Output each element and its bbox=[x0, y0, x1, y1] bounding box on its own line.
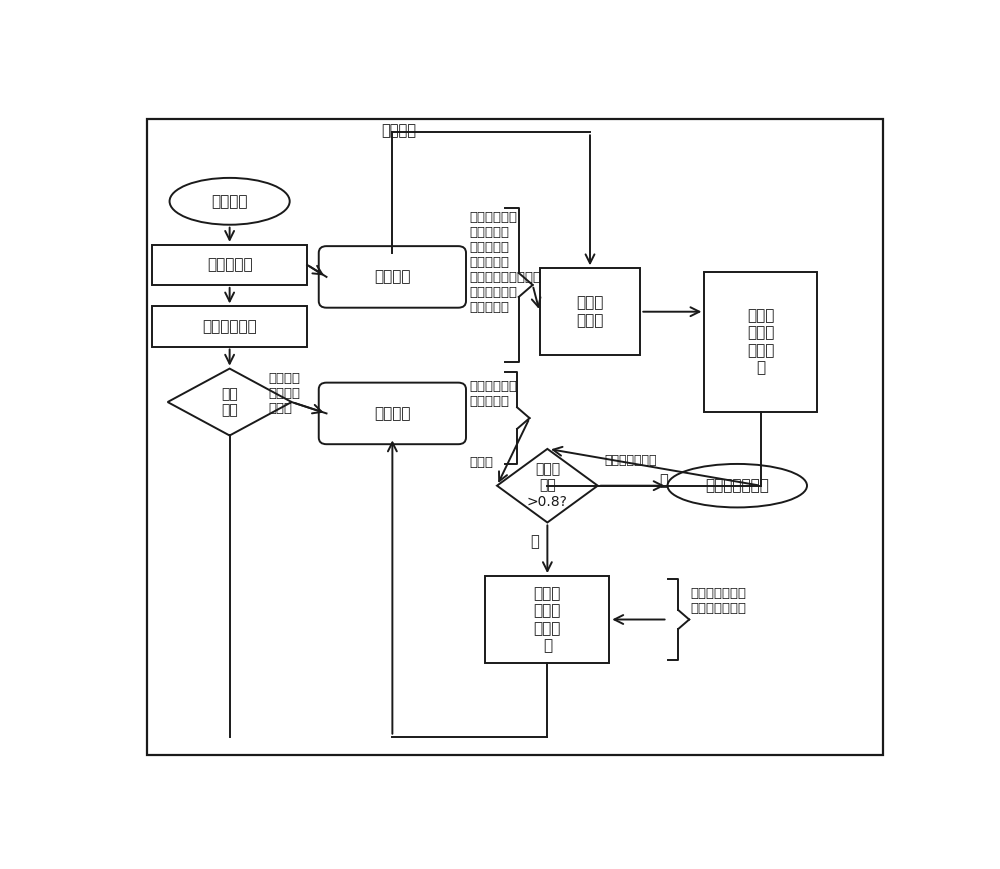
Text: 软测量校
正后调节
级压力: 软测量校 正后调节 级压力 bbox=[268, 372, 300, 415]
Text: 计算主蒸汽流量: 计算主蒸汽流量 bbox=[705, 478, 769, 494]
Text: 网络交换机: 网络交换机 bbox=[207, 257, 252, 272]
Text: 相关性
系数
>0.8?: 相关性 系数 >0.8? bbox=[527, 462, 568, 509]
Text: 凝结水流量；
给水流量；
喷水流量；
漏汽流量；
高加回热系统参数；
调节级压力；
级后温度；: 凝结水流量； 给水流量； 喷水流量； 漏汽流量； 高加回热系统参数； 调节级压力… bbox=[470, 211, 542, 315]
FancyBboxPatch shape bbox=[319, 246, 466, 308]
Text: 调节级
压力软
测量模
块: 调节级 压力软 测量模 块 bbox=[534, 586, 561, 653]
Text: 调节级压力；
级后温度；: 调节级压力； 级后温度； bbox=[470, 380, 518, 408]
Ellipse shape bbox=[668, 464, 807, 507]
Text: 各抽汽级压力；
调节级正常压力: 各抽汽级压力； 调节级正常压力 bbox=[691, 587, 747, 614]
Text: 实时数据: 实时数据 bbox=[374, 406, 411, 421]
Text: 负荷；: 负荷； bbox=[470, 455, 494, 468]
Text: 弗留格
尔流量
计算模
块: 弗留格 尔流量 计算模 块 bbox=[747, 308, 774, 375]
Text: 计算主蒸汽流量: 计算主蒸汽流量 bbox=[604, 454, 656, 467]
Text: 否: 否 bbox=[530, 534, 539, 549]
Bar bbox=[704, 271, 817, 412]
Text: 是: 是 bbox=[660, 473, 668, 488]
Bar bbox=[152, 245, 307, 285]
Text: 现场数据: 现场数据 bbox=[211, 194, 248, 209]
Text: 数据输入接口: 数据输入接口 bbox=[202, 319, 257, 334]
Bar bbox=[152, 307, 307, 347]
Bar bbox=[485, 576, 609, 663]
Text: 历史数据: 历史数据 bbox=[374, 269, 411, 284]
Text: 更新样本: 更新样本 bbox=[381, 123, 416, 138]
Polygon shape bbox=[168, 368, 292, 435]
Text: 流量校
核模块: 流量校 核模块 bbox=[576, 295, 604, 328]
Text: 稳定
判断: 稳定 判断 bbox=[221, 387, 238, 417]
FancyBboxPatch shape bbox=[319, 382, 466, 444]
Polygon shape bbox=[497, 449, 598, 522]
Ellipse shape bbox=[170, 178, 290, 225]
Bar bbox=[540, 269, 640, 355]
